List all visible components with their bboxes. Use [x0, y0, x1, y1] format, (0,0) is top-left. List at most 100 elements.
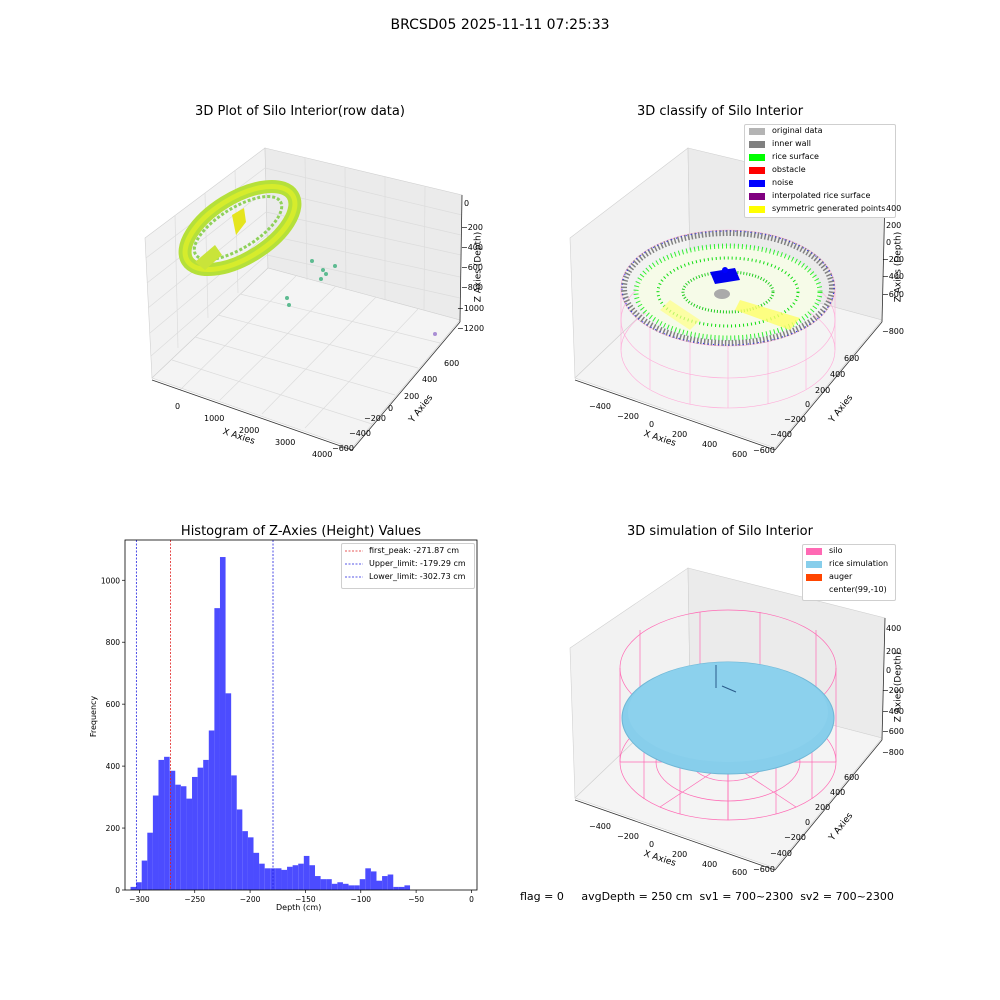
legend-swatch-interpolated	[749, 193, 765, 200]
histogram-x-tick-label: −100	[350, 895, 371, 904]
raw-ztick: −400	[461, 243, 483, 252]
simulation-ytick: −400	[770, 849, 792, 858]
simulation-ztick: −400	[882, 707, 904, 716]
classify-xtick: −200	[617, 412, 639, 421]
classify-ztick: −800	[882, 327, 904, 336]
simulation-ytick: 600	[844, 773, 860, 782]
classify-3d-plot	[569, 147, 886, 451]
legend-label: original data	[772, 126, 823, 135]
histogram-title: Histogram of Z-Axies (Height) Values	[180, 524, 422, 539]
classify-ztick: −400	[882, 272, 904, 281]
simulation-3d-plot	[569, 567, 886, 871]
histogram-bar	[398, 886, 405, 890]
classify-ztick: 0	[886, 238, 892, 247]
legend-label: obstacle	[772, 165, 806, 174]
simulation-ztick: −200	[882, 686, 904, 695]
histogram-bar	[180, 786, 187, 890]
legend-label: interpolated rice surface	[772, 191, 871, 200]
legend-label: inner wall	[772, 139, 812, 148]
legend-swatch-rice-simulation	[806, 561, 822, 568]
simulation-legend-label: center(99,-10)	[829, 585, 887, 594]
histogram-x-ticks: −300 −250 −200 −150 −100 −50 0	[129, 890, 474, 904]
classify-ytick: −200	[784, 415, 806, 424]
histogram-y-tick-label: 200	[106, 824, 121, 833]
histogram-bar	[158, 759, 165, 890]
histogram-bar	[203, 759, 209, 890]
raw-ytick: 200	[404, 392, 420, 401]
legend-swatch-noise	[749, 180, 765, 187]
raw-ytick: 0	[388, 404, 394, 413]
legend-swatch-inner-wall	[749, 141, 765, 148]
classify-ztick: −600	[882, 290, 904, 299]
histogram-chart: −300 −250 −200 −150 −100 −50 0 0 200 400 600 800 10…	[101, 539, 478, 904]
raw-ztick: −800	[461, 283, 483, 292]
raw-3d-panes	[144, 147, 463, 449]
simulation-legend-label: silo	[829, 546, 843, 555]
histogram-bars	[130, 557, 411, 890]
raw-xtick: 1000	[204, 414, 225, 423]
histogram-bar	[382, 876, 388, 890]
histogram-bar	[186, 798, 193, 890]
legend-label: symmetric generated points	[772, 204, 886, 213]
classify-xtick: −400	[589, 402, 611, 411]
classify-xtick: 600	[732, 450, 748, 459]
histogram-bar	[242, 831, 248, 890]
histogram-bar	[281, 869, 288, 890]
histogram-bar	[270, 868, 276, 890]
histogram-y-tick-label: 800	[106, 638, 121, 647]
legend-swatch-original-data	[749, 128, 765, 135]
histogram-legend-label: Lower_limit: -302.73 cm	[369, 572, 466, 581]
classify-ytick: −600	[753, 446, 775, 455]
raw-3d-grid	[145, 157, 463, 429]
simulation-xtick: 600	[732, 868, 748, 877]
classify-xtick: 400	[702, 440, 718, 449]
histogram-bar	[264, 868, 271, 890]
raw-ztick: −600	[461, 263, 483, 272]
simulation-ztick: 400	[886, 624, 902, 633]
raw-plot-title: 3D Plot of Silo Interior(row data)	[195, 104, 405, 119]
raw-xtick: 3000	[275, 438, 296, 447]
status-footer: flag = 0 avgDepth = 250 cm sv1 = 700~230…	[520, 890, 894, 903]
classify-ztick: −200	[882, 255, 904, 264]
raw-ztick: −1200	[457, 324, 485, 333]
simulation-ytick: −600	[753, 865, 775, 874]
classify-zlabel: Z Axies (Depth)	[893, 231, 904, 303]
histogram-bar	[225, 693, 232, 890]
simulation-ytick: −200	[784, 833, 806, 842]
histogram-y-ticks: 0 200 400 600 800 1000	[101, 576, 125, 895]
simulation-legend-label: rice simulation	[829, 559, 889, 568]
histogram-x-tick-label: 0	[469, 895, 474, 904]
histogram-bar	[326, 879, 332, 890]
histogram-bar	[365, 868, 371, 890]
raw-ytick: −600	[332, 444, 354, 453]
histogram-bar	[197, 767, 204, 890]
histogram-bar	[169, 770, 176, 890]
histogram-y-tick-label: 0	[115, 886, 120, 895]
histogram-bar	[393, 886, 399, 890]
simulation-ytick: 0	[805, 818, 811, 827]
legend-swatch-silo	[806, 548, 822, 555]
histogram-x-tick-label: −250	[184, 895, 205, 904]
histogram-bar	[214, 608, 220, 890]
raw-point-cloud	[178, 179, 302, 277]
histogram-bar	[259, 863, 265, 890]
classify-ytick: 600	[844, 354, 860, 363]
histogram-y-tick-label: 1000	[101, 576, 120, 585]
classify-legend	[744, 124, 896, 218]
histogram-bar	[130, 886, 137, 890]
classify-inner-wall-points	[621, 230, 835, 346]
raw-ztick: 0	[464, 199, 470, 208]
legend-swatch-auger	[806, 574, 822, 581]
classify-ytick: −400	[770, 430, 792, 439]
histogram-bar	[231, 775, 237, 890]
histogram-bar	[208, 730, 215, 890]
histogram-bar	[315, 876, 321, 890]
simulation-xtick: −400	[589, 822, 611, 831]
histogram-bar	[348, 885, 355, 890]
legend-label: rice surface	[772, 152, 819, 161]
histogram-bar	[342, 883, 349, 890]
raw-xtick: 2000	[239, 426, 260, 435]
raw-3d-plot	[144, 147, 463, 451]
classify-center-points	[714, 289, 730, 299]
legend-swatch-symmetric	[749, 206, 765, 213]
